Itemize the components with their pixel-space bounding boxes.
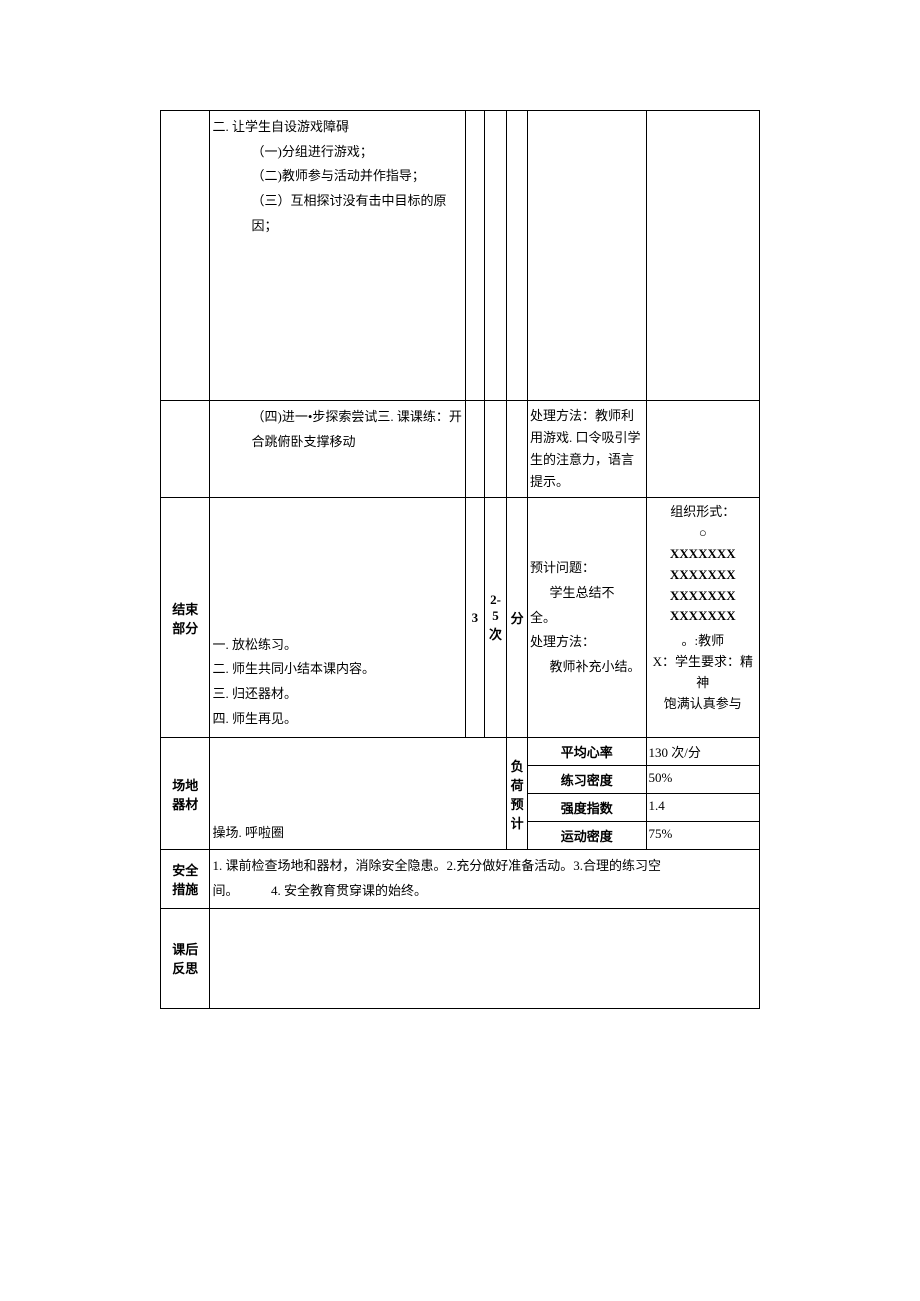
metric-label-3: 运动密度 [527,822,646,850]
refl-l1: 课后 [163,939,207,958]
metric-value-3: 75% [646,822,759,850]
safety-row: 安全 措施 1. 课前检查场地和器材，消除安全隐患。2.充分做好准备活动。3.合… [161,850,760,908]
ep-l5: 教师补充小结。 [530,655,644,680]
end-line3: 三. 归还器材。 [212,682,463,707]
reflection-content [210,908,760,1008]
end-c4a: 2- [487,592,505,608]
form-r2: XXXXXXX [649,565,757,586]
blank-c5-2 [507,401,528,498]
end-formation: 组织形式： ○ XXXXXXX XXXXXXX XXXXXXX XXXXXXX … [646,498,759,738]
form-req: 饱满认真参与 [649,694,757,715]
load-label: 负荷 预计 [507,738,528,850]
blank-c3-1 [466,111,485,401]
act1-line1: 二. 让学生自设游戏障碍 [212,115,463,140]
form-r4: XXXXXXX [649,606,757,627]
blank-c4-1 [484,111,507,401]
end-c4: 2- 5 次 [484,498,507,738]
ep-l1: 预计问题： [530,556,644,581]
ep-l4: 处理方法： [530,630,644,655]
lesson-plan-table: 二. 让学生自设游戏障碍 （一)分组进行游戏； （二)教师参与活动并作指导； （… [160,110,760,1009]
end-c4c: 次 [487,624,505,643]
end-problem: 预计问题： 学生总结不 全。 处理方法： 教师补充小结。 [527,498,646,738]
blank-c7-1 [646,111,759,401]
metric-value-1: 50% [646,766,759,794]
form-student: X：学生要求：精神 [649,652,757,694]
form-r1: XXXXXXX [649,544,757,565]
activity-content-1: 二. 让学生自设游戏障碍 （一)分组进行游戏； （二)教师参与活动并作指导； （… [210,111,466,401]
end-c4b: 5 [487,608,505,624]
blank-c4-2 [484,401,507,498]
blank-label-1 [161,111,210,401]
venue-row: 场地 器材 操场. 呼啦圈 负荷 预计 平均心率 130 次/分 [161,738,760,766]
form-circle: ○ [649,523,757,544]
blank-label-2 [161,401,210,498]
form-r3: XXXXXXX [649,586,757,607]
end-label-2: 部分 [163,618,207,637]
end-label-1: 结束 [163,599,207,618]
blank-c7-2 [646,401,759,498]
act2-text: （四)进一•步探索尝试三. 课课练：开合跳俯卧支撑移动 [212,405,463,454]
metric-label-0: 平均心率 [527,738,646,766]
reflection-label: 课后 反思 [161,908,210,1008]
end-label: 结束 部分 [161,498,210,738]
safety-l2: 措施 [163,879,207,898]
end-section-row: 结束 部分 一. 放松练习。 二. 师生共同小结本课内容。 三. 归还器材。 四… [161,498,760,738]
safety-c1: 1. 课前检查场地和器材，消除安全隐患。2.充分做好准备活动。3.合理的练习空 [212,854,757,879]
reflection-row: 课后 反思 [161,908,760,1008]
end-content: 一. 放松练习。 二. 师生共同小结本课内容。 三. 归还器材。 四. 师生再见… [210,498,466,738]
load-l1: 负荷 [507,756,527,794]
metric-label-1: 练习密度 [527,766,646,794]
end-line2: 二. 师生共同小结本课内容。 [212,657,463,682]
load-l2: 预计 [507,794,527,832]
venue-label-1: 场地 [163,775,207,794]
act1-line3: （二)教师参与活动并作指导； [212,164,463,189]
venue-label: 场地 器材 [161,738,210,850]
metric-label-2: 强度指数 [527,794,646,822]
safety-label: 安全 措施 [161,850,210,908]
activity-row-1: 二. 让学生自设游戏障碍 （一)分组进行游戏； （二)教师参与活动并作指导； （… [161,111,760,401]
activity-content-2: （四)进一•步探索尝试三. 课课练：开合跳俯卧支撑移动 [210,401,466,498]
problem-2: 处理方法：教师利用游戏. 口令吸引学生的注意力，语言提示。 [527,401,646,498]
form-teacher: 。:教师 [649,631,757,652]
ep-l3: 全。 [530,606,644,631]
refl-l2: 反思 [163,958,207,977]
end-c3: 3 [466,498,485,738]
safety-c2: 间。 4. 安全教育贯穿课的始终。 [212,879,757,904]
form-title: 组织形式： [649,502,757,523]
act1-line2: （一)分组进行游戏； [212,140,463,165]
blank-c6-1 [527,111,646,401]
blank-c3-2 [466,401,485,498]
safety-l1: 安全 [163,860,207,879]
end-c5: 分 [507,498,528,738]
venue-value: 操场. 呼啦圈 [210,738,507,850]
end-line4: 四. 师生再见。 [212,707,463,732]
act1-line4: （三）互相探讨没有击中目标的原因； [212,189,463,238]
ep-l2: 学生总结不 [530,581,644,606]
metric-value-2: 1.4 [646,794,759,822]
end-line1: 一. 放松练习。 [212,633,463,658]
blank-c5-1 [507,111,528,401]
safety-content: 1. 课前检查场地和器材，消除安全隐患。2.充分做好准备活动。3.合理的练习空 … [210,850,760,908]
metric-value-0: 130 次/分 [646,738,759,766]
activity-row-2: （四)进一•步探索尝试三. 课课练：开合跳俯卧支撑移动 处理方法：教师利用游戏.… [161,401,760,498]
venue-label-2: 器材 [163,794,207,813]
